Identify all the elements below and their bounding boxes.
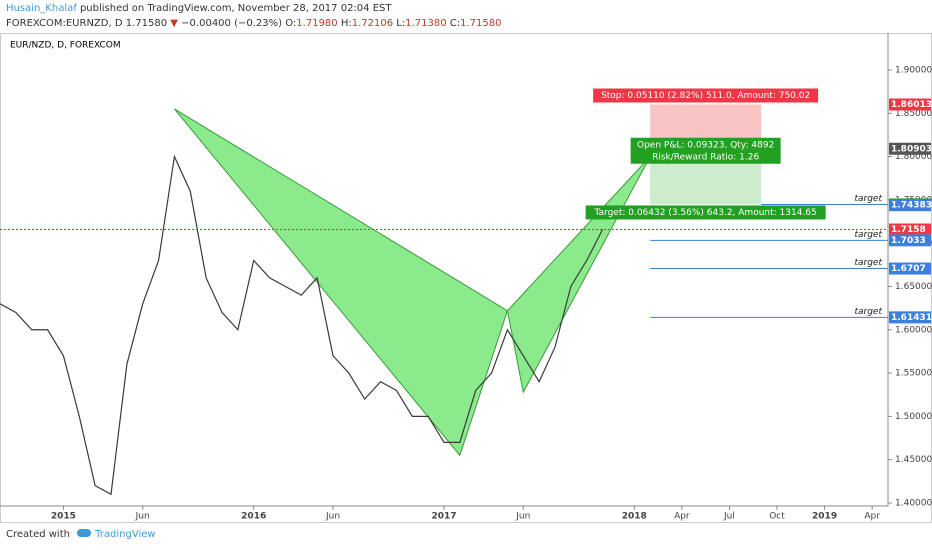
created-with: Created with	[6, 529, 70, 540]
price-label: 1.7158	[891, 225, 926, 235]
price-label-bg	[889, 142, 931, 155]
price-label-bg	[889, 262, 931, 275]
x-tick-label: 2018	[622, 512, 647, 522]
pnl-label: Open P&L: 0.09323, Qty: 4892	[637, 140, 774, 150]
footer: Created with TradingView	[6, 529, 156, 540]
x-tick-label: 2015	[51, 512, 76, 522]
low: 1.71380	[405, 18, 447, 29]
x-tick-label: Jun	[135, 512, 150, 522]
h-label: H:	[340, 18, 352, 29]
target-text: target	[854, 258, 882, 268]
price-label: 1.7033	[891, 236, 926, 246]
x-tick-label: 2016	[241, 512, 266, 522]
pnl-label: Risk/Reward Ratio: 1.26	[652, 152, 759, 162]
stop-label: Stop: 0.05110 (2.82%) 511.0, Amount: 750…	[601, 91, 810, 101]
x-tick-label: 2019	[812, 512, 837, 522]
pnl-label-bg	[630, 137, 781, 164]
y-tick-label: 1.80000	[895, 152, 932, 162]
y-tick-label: 1.65000	[895, 282, 932, 292]
x-tick-label: Apr	[864, 512, 880, 522]
y-tick-label: 1.50000	[895, 412, 932, 422]
price-label: 1.86013	[891, 100, 932, 110]
open: 1.71980	[296, 18, 338, 29]
target-text: target	[854, 230, 882, 240]
o-label: O:	[285, 18, 297, 29]
c-label: C:	[449, 18, 461, 29]
x-tick-label: Jun	[515, 512, 530, 522]
chart-title: EUR/NZD, D, FOREXCOM	[10, 41, 121, 51]
high: 1.72106	[351, 18, 394, 29]
published: published on TradingView.com, November 2…	[79, 3, 392, 14]
price-label-bg	[889, 199, 931, 212]
target-label: Target: 0.06432 (3.56%) 643.2, Amount: 1…	[594, 208, 817, 218]
x-tick-label: Apr	[674, 512, 690, 522]
symbol: FOREXCOM:EURNZD, D	[6, 18, 123, 29]
l-label: L:	[396, 18, 406, 29]
price-label-bg	[889, 311, 931, 324]
header: Husain_Khalaf published on TradingView.c…	[6, 3, 391, 14]
y-tick-label: 1.55000	[895, 369, 932, 379]
arrow: ▼	[170, 18, 178, 29]
price-label: 1.6707	[891, 264, 926, 274]
y-tick-label: 1.40000	[895, 498, 932, 508]
price-label: 1.74383	[891, 201, 932, 211]
price-line	[0, 154, 604, 496]
author[interactable]: Husain_Khalaf	[6, 3, 77, 14]
stop-label-bg	[593, 88, 819, 103]
y-tick-label: 1.45000	[895, 455, 932, 465]
price-label-bg	[889, 223, 931, 236]
brand[interactable]: TradingView	[95, 529, 156, 540]
chart: EUR/NZD, D, FOREXCOM 1.40000 1.45000 1.500…	[0, 33, 932, 523]
change: −0.00400 (−0.23%)	[181, 18, 283, 29]
x-tick-label: Jul	[723, 512, 735, 522]
x-tick-label: Oct	[769, 512, 785, 522]
price-label-bg	[889, 234, 931, 247]
symbol-line: FOREXCOM:EURNZD, D 1.71580 ▼ −0.00400 (−…	[6, 18, 502, 29]
target-label-bg	[585, 205, 826, 220]
price-label: 1.61431	[891, 313, 932, 323]
close: 1.71580	[460, 18, 502, 29]
y-tick-label: 1.90000	[895, 65, 932, 75]
chart-frame	[0, 33, 932, 523]
y-tick-label: 1.85000	[895, 109, 932, 119]
pattern-triangle	[174, 108, 509, 457]
target-text: target	[854, 307, 882, 317]
x-tick-label: 2017	[431, 512, 456, 522]
price-label-bg	[889, 98, 931, 111]
x-tick-label: Jun	[325, 512, 340, 522]
target-text: target	[854, 194, 882, 204]
y-tick-label: 1.60000	[895, 325, 932, 335]
last: 1.71580	[125, 18, 168, 29]
price-label: 1.80903	[891, 144, 932, 154]
